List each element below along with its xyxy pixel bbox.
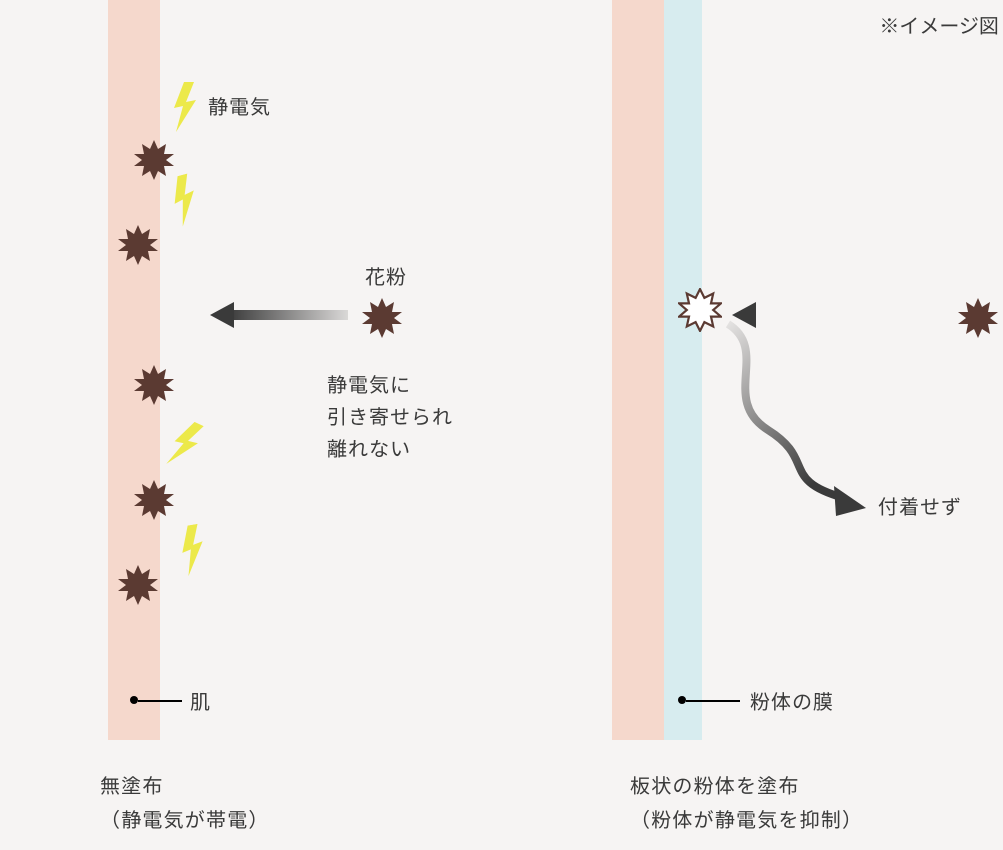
pollen-icon (134, 140, 174, 180)
pollen-icon (118, 565, 158, 605)
leader-dot (130, 696, 138, 704)
pollen-icon (958, 298, 998, 338)
leader-dot (678, 696, 686, 704)
powder-strip (664, 0, 702, 740)
static-bolt-icon (174, 523, 212, 577)
leader-label-powder: 粉体の膜 (750, 685, 834, 717)
desc-attracted: 静電気に 引き寄せられ 離れない (327, 368, 453, 464)
static-bolt-icon (161, 416, 209, 474)
pollen-icon (118, 225, 158, 265)
arrow-bounce (720, 320, 900, 530)
panel-uncoated: 静電気 花粉 静電気に 引き寄せられ 離れない 肌 無塗布 （静電気が帯電） (30, 0, 480, 850)
desc-line: 静電気に (327, 369, 411, 398)
pollen-outline-icon (678, 288, 722, 332)
leader-label-skin: 肌 (190, 685, 211, 717)
caption-line: （粉体が静電気を抑制） (630, 804, 863, 833)
caption-line: 板状の粉体を塗布 (630, 770, 800, 799)
caption-left: 無塗布 （静電気が帯電） (100, 768, 270, 836)
pollen-icon (134, 480, 174, 520)
label-bounce: 付着せず (878, 490, 962, 522)
leader-line (686, 700, 740, 702)
caption-line: 無塗布 (100, 770, 164, 799)
pollen-icon (362, 298, 402, 338)
static-bolt-icon (164, 172, 206, 228)
label-pollen: 花粉 (365, 260, 407, 292)
pollen-icon (134, 365, 174, 405)
label-static: 静電気 (208, 90, 271, 122)
skin-strip-right (612, 0, 664, 740)
arrow-attract (210, 300, 350, 330)
desc-line: 引き寄せられ (327, 401, 453, 430)
desc-line: 離れない (327, 433, 411, 462)
caption-line: （静電気が帯電） (100, 804, 270, 833)
caption-right: 板状の粉体を塗布 （粉体が静電気を抑制） (630, 768, 863, 836)
static-bolt-icon (170, 82, 200, 132)
panel-coated: 付着せず 粉体の膜 板状の粉体を塗布 （粉体が静電気を抑制） (560, 0, 1003, 850)
leader-line (138, 700, 182, 702)
